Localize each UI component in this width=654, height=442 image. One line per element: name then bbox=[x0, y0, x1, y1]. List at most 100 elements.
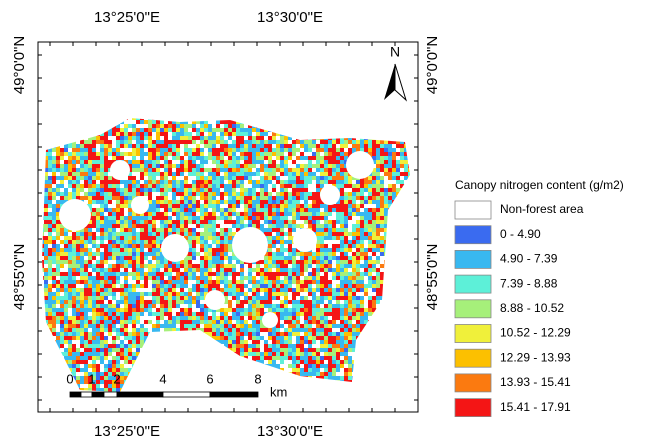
raster-pixel bbox=[324, 144, 328, 148]
raster-pixel bbox=[360, 200, 364, 204]
raster-pixel bbox=[284, 168, 288, 172]
raster-pixel bbox=[140, 252, 144, 256]
raster-pixel bbox=[408, 224, 412, 228]
raster-pixel bbox=[236, 156, 240, 160]
raster-pixel bbox=[372, 148, 376, 152]
raster-pixel bbox=[348, 256, 352, 260]
raster-pixel bbox=[212, 136, 216, 140]
raster-pixel bbox=[212, 208, 216, 212]
raster-pixel bbox=[248, 220, 252, 224]
raster-pixel bbox=[216, 336, 220, 340]
raster-pixel bbox=[60, 120, 64, 124]
raster-pixel bbox=[256, 344, 260, 348]
raster-pixel bbox=[292, 116, 296, 120]
raster-pixel bbox=[276, 216, 280, 220]
raster-pixel bbox=[168, 268, 172, 272]
raster-pixel bbox=[72, 300, 76, 304]
raster-pixel bbox=[52, 116, 56, 120]
raster-pixel bbox=[172, 264, 176, 268]
raster-pixel bbox=[64, 316, 68, 320]
raster-pixel bbox=[356, 128, 360, 132]
raster-pixel bbox=[200, 276, 204, 280]
raster-pixel bbox=[44, 224, 48, 228]
raster-pixel bbox=[332, 156, 336, 160]
raster-pixel bbox=[308, 204, 312, 208]
raster-pixel bbox=[116, 256, 120, 260]
raster-pixel bbox=[176, 224, 180, 228]
raster-pixel bbox=[216, 352, 220, 356]
raster-pixel bbox=[396, 308, 400, 312]
raster-pixel bbox=[188, 296, 192, 300]
raster-pixel bbox=[180, 204, 184, 208]
raster-pixel bbox=[388, 208, 392, 212]
raster-pixel bbox=[272, 260, 276, 264]
raster-pixel bbox=[316, 312, 320, 316]
raster-pixel bbox=[188, 268, 192, 272]
raster-pixel bbox=[224, 168, 228, 172]
raster-pixel bbox=[184, 224, 188, 228]
raster-pixel bbox=[316, 160, 320, 164]
raster-pixel bbox=[324, 244, 328, 248]
raster-pixel bbox=[180, 336, 184, 340]
raster-pixel bbox=[44, 216, 48, 220]
raster-pixel bbox=[132, 224, 136, 228]
raster-pixel bbox=[240, 188, 244, 192]
raster-pixel bbox=[224, 232, 228, 236]
raster-pixel bbox=[192, 288, 196, 292]
raster-pixel bbox=[112, 212, 116, 216]
raster-pixel bbox=[244, 308, 248, 312]
raster-pixel bbox=[96, 320, 100, 324]
raster-pixel bbox=[152, 156, 156, 160]
raster-pixel bbox=[336, 244, 340, 248]
raster-pixel bbox=[328, 256, 332, 260]
raster-pixel bbox=[368, 148, 372, 152]
raster-pixel bbox=[384, 164, 388, 168]
raster-pixel bbox=[200, 232, 204, 236]
raster-pixel bbox=[356, 248, 360, 252]
raster-pixel bbox=[120, 204, 124, 208]
raster-pixel bbox=[100, 148, 104, 152]
raster-pixel bbox=[76, 132, 80, 136]
raster-pixel bbox=[328, 124, 332, 128]
raster-pixel bbox=[388, 280, 392, 284]
raster-pixel bbox=[136, 140, 140, 144]
raster-pixel bbox=[316, 196, 320, 200]
raster-pixel bbox=[236, 200, 240, 204]
raster-pixel bbox=[300, 212, 304, 216]
raster-pixel bbox=[156, 200, 160, 204]
raster-pixel bbox=[288, 132, 292, 136]
raster-pixel bbox=[276, 196, 280, 200]
raster-pixel bbox=[332, 176, 336, 180]
raster-pixel bbox=[400, 248, 404, 252]
raster-pixel bbox=[300, 176, 304, 180]
raster-pixel bbox=[200, 188, 204, 192]
raster-pixel bbox=[396, 264, 400, 268]
raster-pixel bbox=[84, 348, 88, 352]
raster-pixel bbox=[184, 232, 188, 236]
raster-pixel bbox=[100, 152, 104, 156]
raster-pixel bbox=[124, 220, 128, 224]
raster-pixel bbox=[336, 164, 340, 168]
raster-pixel bbox=[304, 188, 308, 192]
raster-pixel bbox=[368, 284, 372, 288]
raster-pixel bbox=[68, 356, 72, 360]
raster-pixel bbox=[228, 288, 232, 292]
raster-pixel bbox=[288, 148, 292, 152]
raster-pixel bbox=[300, 180, 304, 184]
raster-pixel bbox=[276, 152, 280, 156]
raster-pixel bbox=[200, 116, 204, 120]
raster-pixel bbox=[60, 180, 64, 184]
raster-pixel bbox=[328, 236, 332, 240]
raster-pixel bbox=[84, 116, 88, 120]
raster-pixel bbox=[132, 240, 136, 244]
raster-pixel bbox=[156, 320, 160, 324]
raster-pixel bbox=[260, 224, 264, 228]
raster-pixel bbox=[344, 204, 348, 208]
raster-pixel bbox=[68, 196, 72, 200]
raster-pixel bbox=[72, 244, 76, 248]
raster-pixel bbox=[252, 332, 256, 336]
raster-pixel bbox=[288, 168, 292, 172]
raster-pixel bbox=[76, 128, 80, 132]
raster-pixel bbox=[196, 192, 200, 196]
raster-pixel bbox=[92, 172, 96, 176]
